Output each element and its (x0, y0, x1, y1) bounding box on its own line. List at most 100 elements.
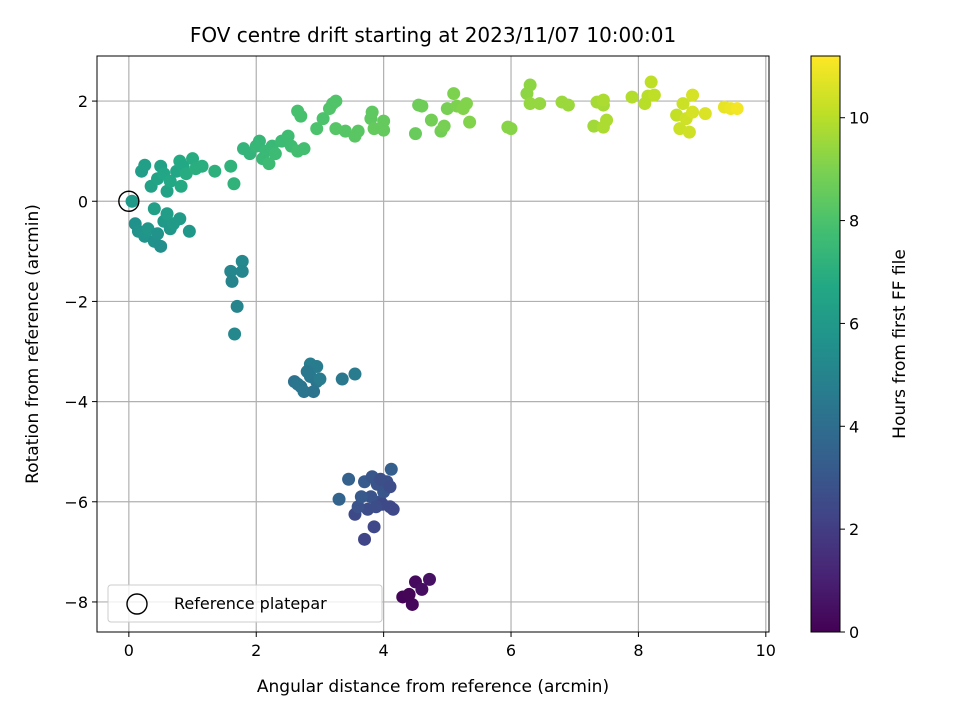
data-point (422, 572, 436, 586)
data-point (405, 597, 419, 611)
legend-marker (126, 593, 148, 615)
data-point (625, 90, 639, 104)
data-point (125, 194, 139, 208)
data-point (230, 299, 244, 313)
x-tick-label: 6 (506, 641, 516, 660)
y-tick-label: −4 (64, 393, 88, 412)
data-point (300, 365, 314, 379)
y-tick-label: −2 (64, 292, 88, 311)
data-point (647, 88, 661, 102)
data-point (307, 385, 321, 399)
x-tick-label: 8 (633, 641, 643, 660)
y-tick-label: 2 (78, 92, 88, 111)
colorbar-ticks: 0 2 4 6 8 10 (840, 109, 869, 642)
colorbar-label: Hours from first FF file (890, 249, 910, 439)
data-point (297, 142, 311, 156)
data-point (228, 327, 242, 341)
y-tick-label: 0 (78, 192, 88, 211)
data-point (338, 124, 352, 138)
data-point (351, 124, 365, 138)
legend-box (107, 584, 383, 623)
data-point (186, 152, 200, 166)
data-point (262, 157, 276, 171)
reference-marker-group (118, 190, 140, 212)
data-point (147, 202, 161, 216)
data-point (235, 254, 249, 268)
data-point (596, 120, 610, 134)
data-point (294, 109, 308, 123)
data-point (235, 264, 249, 278)
data-point (459, 97, 473, 111)
colorbar-tick-label: 6 (849, 314, 859, 333)
colorbar-tick-label: 2 (849, 520, 859, 539)
plot-border (96, 55, 770, 633)
data-point (354, 490, 368, 504)
y-tick-label: −8 (64, 593, 88, 612)
data-point (310, 122, 324, 136)
data-point (225, 274, 239, 288)
data-point (313, 372, 327, 386)
x-tick-label: 2 (251, 641, 261, 660)
data-point (173, 212, 187, 226)
data-point (415, 99, 429, 113)
y-tick-label: −6 (64, 493, 88, 512)
colorbar-tick-label: 0 (849, 623, 859, 642)
data-point (174, 179, 188, 193)
x-tick-label: 0 (124, 641, 134, 660)
data-point (160, 207, 174, 221)
data-point (504, 122, 518, 136)
data-point (329, 94, 343, 108)
data-point (686, 88, 700, 102)
data-point (154, 239, 168, 253)
data-point (377, 114, 391, 128)
data-point (523, 97, 537, 111)
data-point (224, 264, 238, 278)
data-point (561, 98, 575, 112)
data-point (596, 93, 610, 107)
data-point (208, 164, 222, 178)
data-point (365, 105, 379, 119)
data-point (408, 127, 422, 141)
data-point (447, 87, 461, 101)
data-point (676, 97, 690, 111)
data-point (227, 177, 241, 191)
x-axis-ticks: 0 2 4 6 8 10 (124, 632, 776, 660)
data-point (644, 75, 658, 89)
data-point (373, 472, 387, 486)
data-point (698, 107, 712, 121)
data-point (424, 113, 438, 127)
data-point (316, 112, 330, 126)
data-point (163, 174, 177, 188)
colorbar-tick-label: 4 (849, 417, 859, 436)
data-point (364, 490, 378, 504)
colorbar-tick-label: 10 (849, 109, 869, 128)
data-point (195, 159, 209, 173)
data-point (182, 224, 196, 238)
legend-label: Reference platepar (174, 594, 327, 613)
colorbar (810, 55, 841, 633)
y-axis-ticks: −8 −6 −4 −2 0 2 (64, 92, 97, 612)
data-point (367, 122, 381, 136)
data-point (252, 134, 266, 148)
data-point (160, 184, 174, 198)
legend: Reference platepar (107, 584, 383, 623)
data-point (437, 119, 451, 133)
data-point (523, 78, 537, 92)
data-point (291, 377, 305, 391)
data-point (151, 227, 165, 241)
data-point (224, 159, 238, 173)
plot-frame (97, 56, 769, 632)
data-point (463, 115, 477, 129)
data-point (533, 97, 547, 111)
data-point (281, 129, 295, 143)
x-tick-label: 4 (379, 641, 389, 660)
data-point (369, 500, 383, 514)
data-point (686, 105, 700, 119)
data-point (402, 587, 416, 601)
data-points (125, 75, 744, 611)
data-point (335, 372, 349, 386)
data-point (348, 367, 362, 381)
data-point (386, 502, 400, 516)
data-point (383, 480, 397, 494)
